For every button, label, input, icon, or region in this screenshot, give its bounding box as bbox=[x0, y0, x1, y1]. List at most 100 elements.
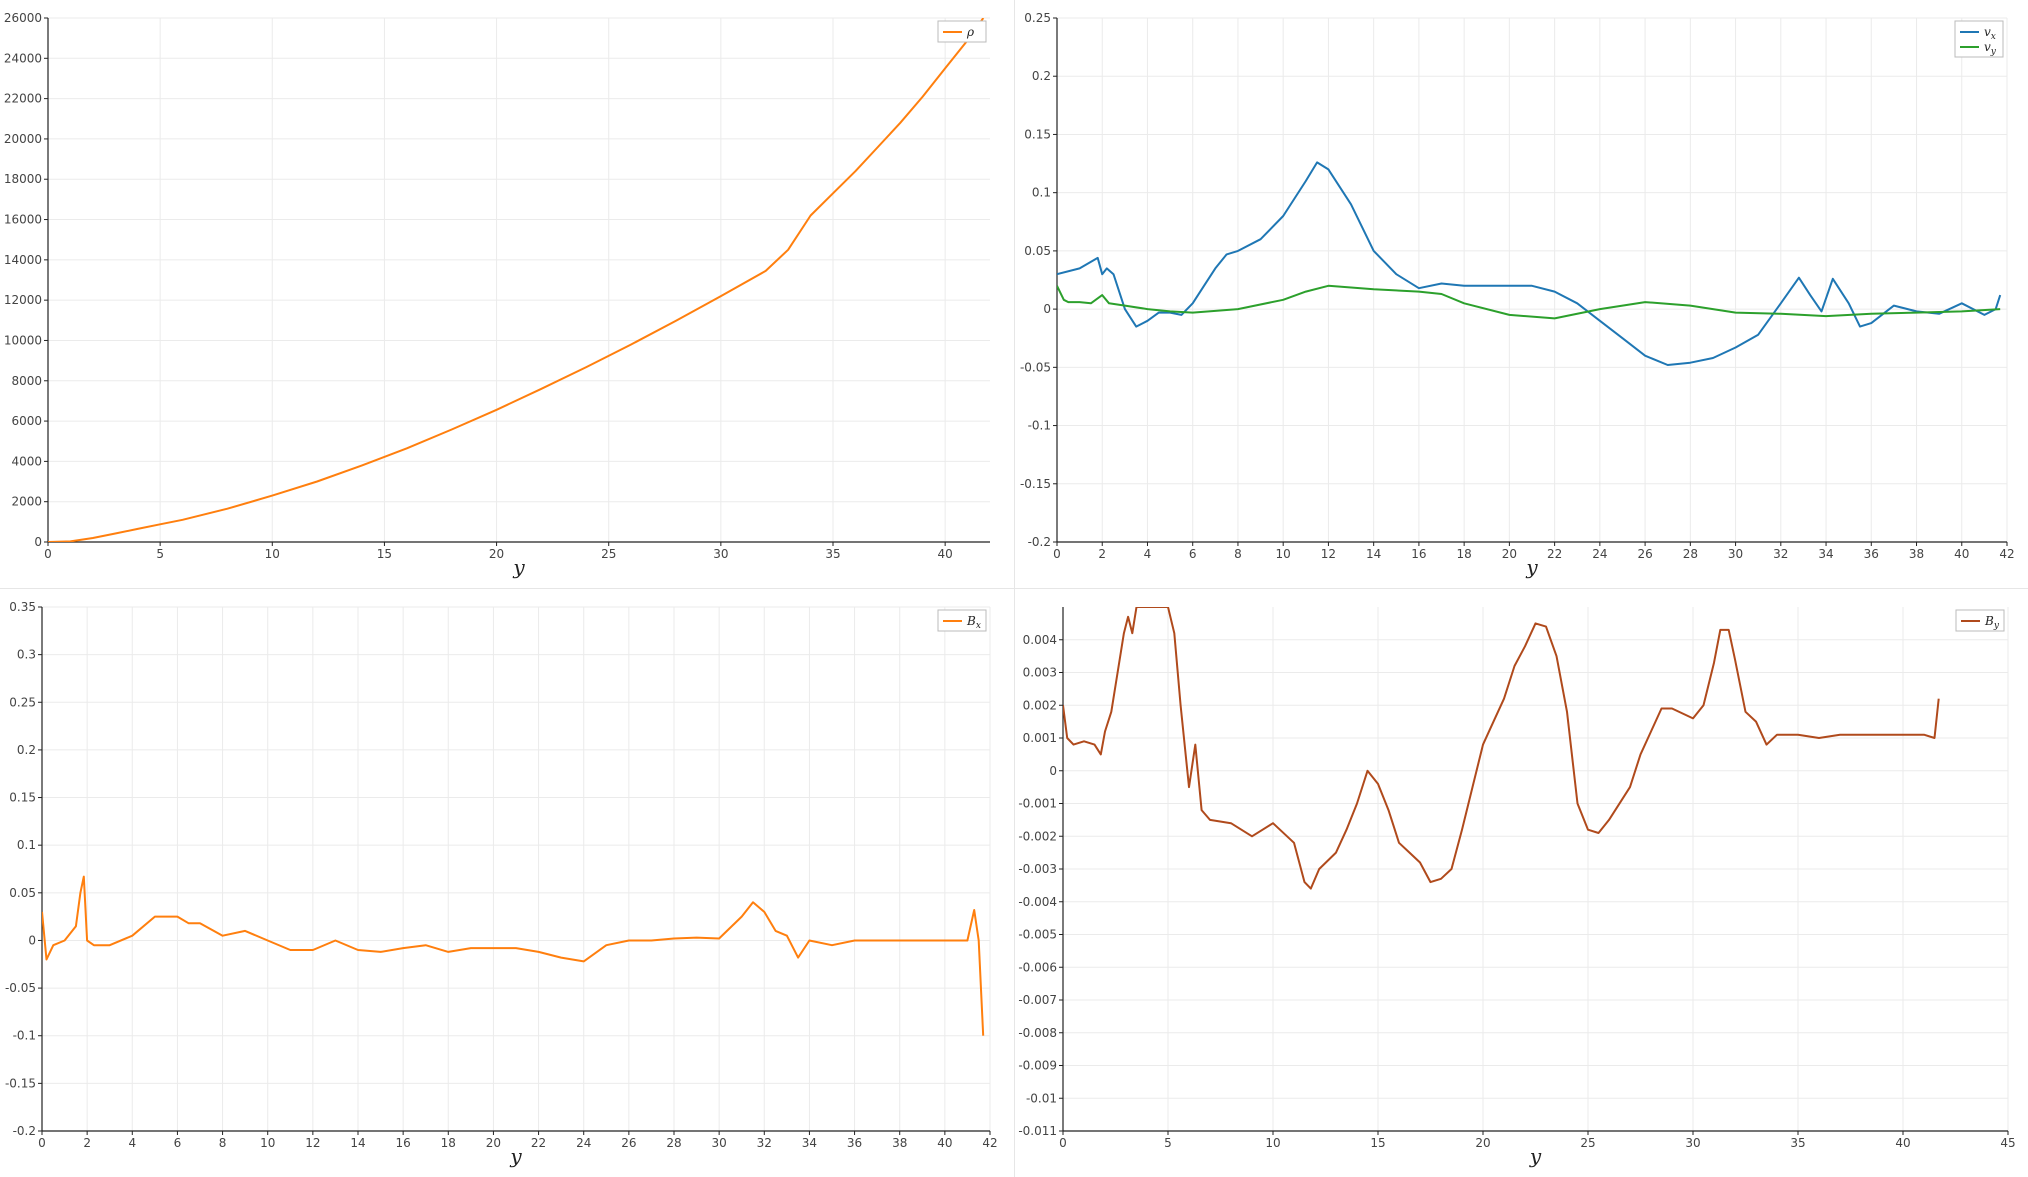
x-tick-label: 16 bbox=[396, 1136, 411, 1150]
y-tick-label: 8000 bbox=[11, 374, 42, 388]
y-tick-label: -0.004 bbox=[1018, 895, 1057, 909]
y-tick-label: -0.008 bbox=[1018, 1026, 1057, 1040]
y-tick-label: 26000 bbox=[4, 11, 42, 25]
y-tick-label: 0.002 bbox=[1023, 698, 1057, 712]
y-tick-label: 0.05 bbox=[9, 886, 36, 900]
chart-bx: -0.2 -0.15 -0.1 -0.05 0 0.05 0.1 0.15 0.2 0.25 0.3… bbox=[5, 600, 998, 1168]
x-axis-label: y bbox=[512, 555, 525, 579]
x-tick-label: 36 bbox=[1864, 547, 1879, 561]
y-tick-label: 0.35 bbox=[9, 600, 36, 614]
y-tick-label: 24000 bbox=[4, 51, 42, 65]
y-tick-label: -0.001 bbox=[1018, 797, 1057, 811]
x-tick-label: 24 bbox=[1592, 547, 1607, 561]
y-tick-label: 14000 bbox=[4, 253, 42, 267]
y-tick-label: 22000 bbox=[4, 92, 42, 106]
series-line-vx bbox=[1057, 161, 2002, 366]
x-tick-label: 40 bbox=[938, 547, 953, 561]
x-tick-label: 16 bbox=[1411, 547, 1426, 561]
y-tick-label: 0.1 bbox=[1032, 186, 1051, 200]
x-tick-label: 42 bbox=[982, 1136, 997, 1150]
y-tick-label: 12000 bbox=[4, 293, 42, 307]
y-tick-label: 16000 bbox=[4, 213, 42, 227]
x-tick-label: 36 bbox=[847, 1136, 862, 1150]
y-tick-label: -0.011 bbox=[1018, 1124, 1057, 1138]
grid bbox=[1062, 607, 2009, 1132]
y-tick-label: 0 bbox=[1049, 764, 1057, 778]
y-tick-label: -0.005 bbox=[1018, 928, 1057, 942]
x-tick-label: 45 bbox=[2000, 1136, 2015, 1150]
x-tick-label: 8 bbox=[219, 1136, 227, 1150]
y-tick-label: 0.2 bbox=[1032, 69, 1051, 83]
y-tick-label: -0.15 bbox=[1020, 477, 1051, 491]
y-tick-label: 0.2 bbox=[17, 743, 36, 757]
x-tick-label: 28 bbox=[1683, 547, 1698, 561]
x-tick-label: 2 bbox=[83, 1136, 91, 1150]
grid bbox=[1056, 17, 2008, 543]
y-tick-label: -0.009 bbox=[1018, 1059, 1057, 1073]
y-tick-label: 6000 bbox=[11, 414, 42, 428]
x-tick-label: 4 bbox=[1144, 547, 1152, 561]
y-tick-label: 0.15 bbox=[9, 791, 36, 805]
x-tick-label: 35 bbox=[825, 547, 840, 561]
x-tick-label: 14 bbox=[350, 1136, 365, 1150]
x-axis-label: y bbox=[1525, 555, 1538, 579]
x-tick-label: 30 bbox=[712, 1136, 727, 1150]
x-tick-label: 10 bbox=[1265, 1136, 1280, 1150]
y-tick-label: 0.3 bbox=[17, 648, 36, 662]
x-tick-label: 34 bbox=[1818, 547, 1833, 561]
y-tick-label: 0.05 bbox=[1024, 244, 1051, 258]
x-tick-label: 5 bbox=[1164, 1136, 1172, 1150]
x-tick-label: 0 bbox=[44, 547, 52, 561]
x-tick-label: 18 bbox=[1457, 547, 1472, 561]
x-tick-label: 10 bbox=[1276, 547, 1291, 561]
y-tick-label: -0.007 bbox=[1018, 993, 1057, 1007]
series-line-Bx bbox=[42, 875, 985, 1036]
x-tick-label: 0 bbox=[1053, 547, 1061, 561]
y-tick-label: 0.004 bbox=[1023, 633, 1057, 647]
chart-panel-rho: 0 2000 4000 6000 8000 10000 12000 14000 16000 180… bbox=[0, 0, 1014, 588]
x-tick-label: 38 bbox=[892, 1136, 907, 1150]
y-tick-label: 0.25 bbox=[9, 695, 36, 709]
x-tick-label: 4 bbox=[128, 1136, 136, 1150]
y-tick-label: 0.001 bbox=[1023, 731, 1057, 745]
legend: By bbox=[1955, 609, 2005, 632]
chart-rho: 0 2000 4000 6000 8000 10000 12000 14000 16000 180… bbox=[4, 11, 990, 579]
x-tick-label: 32 bbox=[1773, 547, 1788, 561]
y-tick-label: -0.1 bbox=[1028, 419, 1051, 433]
chart-panel-velocity: -0.2 -0.15 -0.1 -0.05 0 0.05 0.1 0.15 0.2 0.25 0 2 4… bbox=[1015, 0, 2028, 588]
x-tick-label: 12 bbox=[305, 1136, 320, 1150]
x-tick-label: 40 bbox=[1895, 1136, 1910, 1150]
x-tick-label: 20 bbox=[486, 1136, 501, 1150]
x-tick-label: 25 bbox=[601, 547, 616, 561]
legend: Bx bbox=[937, 609, 987, 632]
x-axis-label: y bbox=[509, 1144, 522, 1168]
x-tick-label: 6 bbox=[174, 1136, 182, 1150]
y-tick-label: 0.25 bbox=[1024, 11, 1051, 25]
x-tick-label: 8 bbox=[1234, 547, 1242, 561]
legend-box bbox=[1954, 20, 2004, 58]
x-tick-label: 40 bbox=[1954, 547, 1969, 561]
y-tick-label: 0 bbox=[34, 535, 42, 549]
x-tick-label: 28 bbox=[666, 1136, 681, 1150]
y-tick-label: -0.15 bbox=[5, 1076, 36, 1090]
x-tick-label: 35 bbox=[1790, 1136, 1805, 1150]
y-tick-label: -0.002 bbox=[1018, 829, 1057, 843]
x-tick-label: 20 bbox=[1475, 1136, 1490, 1150]
horizontal-divider bbox=[0, 588, 2028, 589]
y-tick-label: -0.006 bbox=[1018, 960, 1057, 974]
y-tick-label: -0.05 bbox=[5, 981, 36, 995]
chart-panel-by: -0.011 -0.01 -0.009 -0.008 -0.007 -0.006 -0.00… bbox=[1015, 589, 2028, 1177]
x-tick-label: 40 bbox=[937, 1136, 952, 1150]
x-tick-label: 30 bbox=[1685, 1136, 1700, 1150]
y-tick-label: -0.2 bbox=[13, 1124, 36, 1138]
grid bbox=[47, 17, 990, 543]
y-tick-label: 10000 bbox=[4, 333, 42, 347]
x-tick-label: 32 bbox=[757, 1136, 772, 1150]
y-tick-label: 4000 bbox=[11, 454, 42, 468]
x-tick-label: 22 bbox=[531, 1136, 546, 1150]
x-axis-label: y bbox=[1529, 1144, 1542, 1168]
y-tick-label: 0 bbox=[1043, 302, 1051, 316]
series-line-By bbox=[1063, 607, 1940, 890]
x-tick-label: 30 bbox=[1728, 547, 1743, 561]
y-tick-label: -0.1 bbox=[13, 1029, 36, 1043]
